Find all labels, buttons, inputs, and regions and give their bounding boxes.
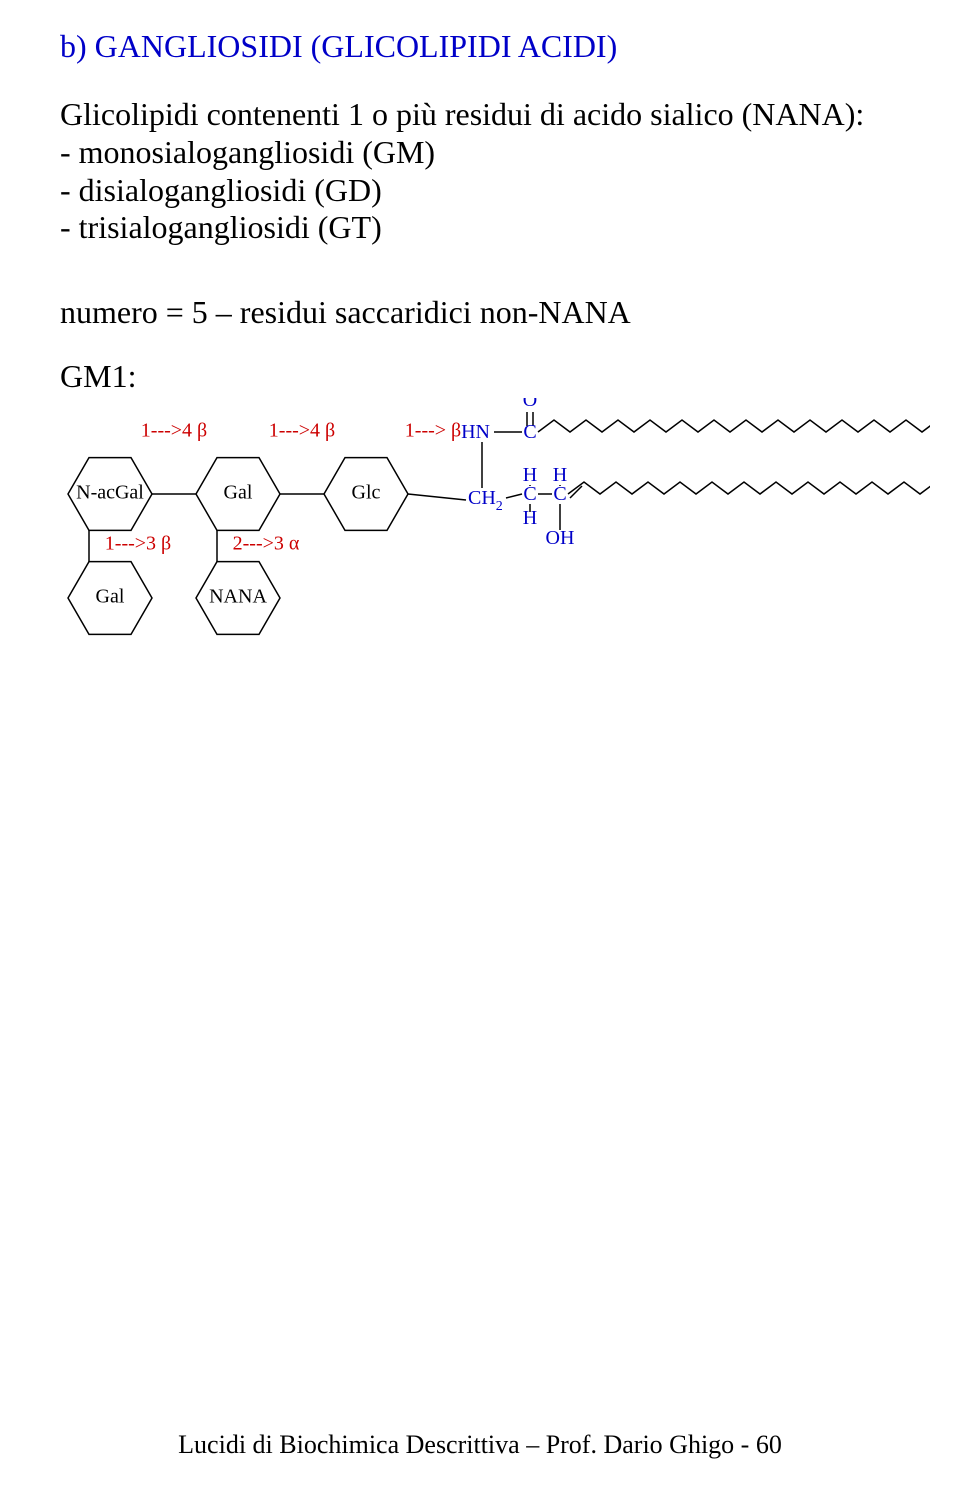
svg-text:HN: HN	[461, 421, 490, 443]
svg-text:1---> β: 1---> β	[405, 420, 461, 442]
svg-text:C: C	[553, 483, 566, 505]
gm1-label: GM1:	[60, 358, 136, 395]
svg-text:1--->4 β: 1--->4 β	[269, 420, 335, 442]
svg-text:CH2: CH2	[468, 487, 503, 514]
svg-text:C: C	[523, 421, 536, 443]
svg-text:Gal: Gal	[96, 586, 125, 608]
intro-line-3: - trisialogangliosidi (GT)	[60, 209, 864, 247]
svg-text:O: O	[523, 398, 537, 411]
svg-text:H: H	[523, 464, 537, 486]
page-footer: Lucidi di Biochimica Descrittiva – Prof.…	[0, 1430, 960, 1460]
svg-text:1--->4 β: 1--->4 β	[141, 420, 207, 442]
page-root: b) GANGLIOSIDI (GLICOLIPIDI ACIDI) Glico…	[0, 0, 960, 1486]
svg-text:2--->3 α: 2--->3 α	[233, 533, 300, 555]
svg-text:N-acGal: N-acGal	[76, 482, 144, 504]
intro-line-0: Glicolipidi contenenti 1 o più residui d…	[60, 96, 864, 134]
svg-text:Gal: Gal	[224, 482, 253, 504]
svg-text:H: H	[553, 464, 567, 486]
gm1-diagram: N-acGal Gal Glc Gal NANA 1--->4 β 1--->4 β 1---…	[30, 398, 930, 718]
svg-text:1--->3 β: 1--->3 β	[105, 533, 171, 555]
svg-text:C: C	[523, 483, 536, 505]
intro-line-1: - monosialogangliosidi (GM)	[60, 134, 864, 172]
svg-text:H: H	[523, 507, 537, 529]
svg-text:Glc: Glc	[352, 482, 381, 504]
section-heading: b) GANGLIOSIDI (GLICOLIPIDI ACIDI)	[60, 28, 617, 65]
intro-line-2: - disialogangliosidi (GD)	[60, 172, 864, 210]
equation-line: numero = 5 – residui saccaridici non-NAN…	[60, 294, 631, 331]
svg-text:NANA: NANA	[209, 586, 267, 608]
intro-block: Glicolipidi contenenti 1 o più residui d…	[60, 96, 864, 247]
svg-text:OH: OH	[546, 527, 575, 549]
